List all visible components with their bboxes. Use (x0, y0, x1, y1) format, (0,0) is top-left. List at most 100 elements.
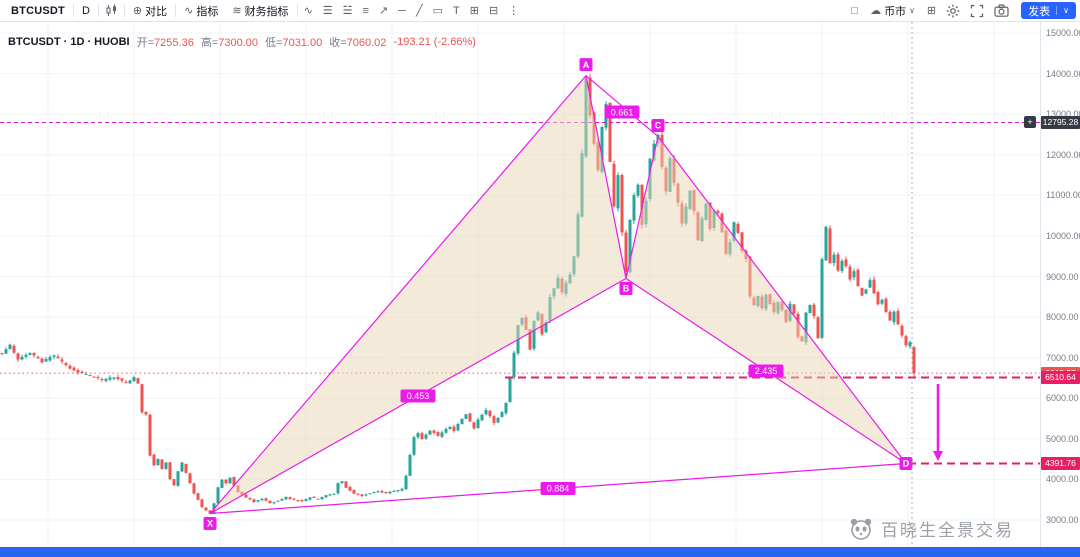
top-toolbar: BTCUSDT D ⊕ 对比 ∿ 指标 (0, 0, 1080, 22)
pattern-ratio-label[interactable]: 0.453 (400, 389, 436, 403)
pattern-point-c[interactable]: C (651, 119, 665, 132)
toolbar-right-group: □ ☁ 币市 ∨ ⊞ (846, 0, 1076, 21)
pattern-point-d[interactable]: D (899, 457, 913, 470)
pattern-ratio-label[interactable]: 2.435 (748, 364, 784, 378)
price-tick: 11000.00 (1046, 190, 1080, 200)
symbol-button[interactable]: BTCUSDT (4, 0, 72, 21)
fullscreen-button[interactable] (965, 4, 989, 18)
price-flag: 4391.76 (1041, 457, 1080, 470)
price-tick: 12000.00 (1046, 150, 1080, 160)
indicator-template-icon[interactable]: ☰ (318, 0, 338, 21)
text-tool-icon[interactable]: T (448, 0, 465, 21)
svg-text:C: C (655, 121, 662, 131)
trend-arrow-icon[interactable]: ↗ (374, 0, 393, 21)
svg-text:0.661: 0.661 (611, 107, 634, 117)
indicators-wave-icon: ∿ (184, 5, 194, 17)
chart-canvas[interactable]: 0.453 0.661 2.435 0.884 X A B C D BTCUSDT · 1D ·… (0, 22, 1040, 547)
pattern-point-b[interactable]: B (619, 282, 633, 295)
layout-grid-button[interactable]: ⊞ (922, 0, 941, 21)
financials-button[interactable]: ≋ 财务指标 (225, 0, 295, 21)
candlestick-style-icon (106, 4, 116, 16)
publish-label: 发表 (1028, 5, 1051, 18)
toolbar-separator (296, 4, 298, 17)
toolbar-separator (97, 4, 99, 17)
trend-line-icon[interactable]: ╱ (411, 0, 428, 21)
more-options-icon[interactable]: ⋮ (503, 0, 524, 21)
toolbar-left-group: BTCUSDT D ⊕ 对比 ∿ 指标 (4, 0, 524, 21)
settings-button[interactable] (941, 4, 965, 18)
price-tick: 7000.00 (1046, 353, 1079, 363)
down-arrow[interactable] (933, 384, 943, 461)
pattern-ratio-label[interactable]: 0.884 (540, 482, 576, 495)
price-tick: 3000.00 (1046, 515, 1079, 525)
toolbar-tools-group: ∿ ☰ ☱ ≡ ↗ ─ ╱ ▭ T ⊞ ⊟ ⋮ (299, 0, 525, 21)
indicators-label: 指标 (196, 5, 219, 18)
legend-change: -193.21 (-2.66%) (393, 36, 476, 48)
price-axis[interactable]: 15000.00 14000.00 13000.00 12000.00 11000.00… (1040, 22, 1080, 547)
pattern-line-ab[interactable] (585, 75, 627, 279)
panel-split-icon[interactable]: ⊟ (484, 0, 503, 21)
price-tick: 13000.00 (1046, 109, 1080, 119)
price-tick: 9000.00 (1046, 272, 1079, 282)
compare-label: 对比 (145, 5, 168, 18)
watermark: 百晓生全景交易 (848, 516, 1014, 541)
svg-text:0.884: 0.884 (547, 484, 570, 494)
screenshot-frame-button[interactable]: □ (846, 0, 863, 21)
legend-low: 低=7031.00 (265, 37, 323, 49)
svg-text:B: B (623, 284, 630, 294)
publish-caret-icon: ∨ (1056, 6, 1069, 15)
plus-circle-icon: ⊕ (132, 5, 143, 17)
pattern-line-bc[interactable] (625, 136, 659, 279)
fullscreen-expand-icon (970, 4, 984, 17)
toolbar-separator (72, 4, 74, 17)
svg-text:0.453: 0.453 (407, 391, 430, 401)
rectangle-tool-icon[interactable]: ▭ (428, 0, 448, 21)
pattern-ratio-label[interactable]: 0.661 (604, 105, 640, 119)
legend-symbol-title[interactable]: BTCUSDT · 1D · HUOBI (8, 36, 130, 48)
publish-button[interactable]: 发表 ∨ (1021, 2, 1076, 19)
compare-button[interactable]: ⊕ 对比 (126, 0, 174, 21)
financials-label: 财务指标 (244, 5, 289, 18)
cloud-icon: ☁ (870, 5, 882, 17)
camera-icon (994, 4, 1009, 17)
detail-list-icon[interactable]: ≡ (358, 0, 374, 21)
horizontal-line-icon[interactable]: ─ (393, 0, 411, 21)
pattern-line-cd[interactable] (657, 136, 907, 464)
chart-wrapper: 0.453 0.661 2.435 0.884 X A B C D BTCUSDT · 1D ·… (0, 22, 1080, 547)
legend-close: 收=7060.02 (329, 37, 387, 49)
price-tick: 8000.00 (1046, 312, 1079, 322)
toolbar-separator (123, 4, 125, 17)
chart-style-button[interactable] (100, 4, 123, 17)
market-label: 币市 (884, 5, 907, 18)
svg-text:X: X (207, 519, 213, 529)
chart-legend: BTCUSDT · 1D · HUOBI 开=7255.36 高=7300.00… (8, 34, 476, 50)
watchlist-icon[interactable]: ☱ (338, 0, 358, 21)
legend-open: 开=7255.36 (136, 37, 194, 49)
toolbar-separator (175, 4, 177, 17)
candlestick-chart[interactable]: 0.453 0.661 2.435 0.884 X A B C D (0, 22, 1040, 547)
market-dropdown[interactable]: ☁ 币市 ∨ (863, 0, 922, 21)
price-tick: 6000.00 (1046, 393, 1079, 403)
price-tick: 14000.00 (1046, 69, 1080, 79)
svg-text:2.435: 2.435 (755, 366, 778, 376)
zigzag-pattern-icon[interactable]: ∿ (299, 0, 318, 21)
add-alert-button[interactable]: + (1024, 116, 1036, 128)
snapshot-camera-button[interactable] (989, 4, 1014, 17)
pattern-point-x[interactable]: X (203, 517, 217, 530)
indicators-button[interactable]: ∿ 指标 (177, 0, 225, 21)
svg-text:A: A (583, 60, 590, 70)
legend-high: 高=7300.00 (200, 37, 259, 49)
caret-down-icon: ∨ (909, 6, 915, 15)
svg-text:D: D (903, 459, 910, 469)
price-flag: 12795.28 (1041, 116, 1080, 129)
interval-button[interactable]: D (75, 0, 97, 21)
bottom-blue-bar (0, 547, 1080, 557)
pattern-line-xa[interactable] (209, 75, 587, 514)
grid-layout-icon[interactable]: ⊞ (465, 0, 484, 21)
financials-icon: ≋ (232, 5, 242, 17)
pattern-point-a[interactable]: A (579, 58, 593, 72)
price-tick: 15000.00 (1046, 28, 1080, 38)
watermark-text: 百晓生全景交易 (881, 521, 1014, 540)
pattern-fill-xab (210, 75, 626, 514)
